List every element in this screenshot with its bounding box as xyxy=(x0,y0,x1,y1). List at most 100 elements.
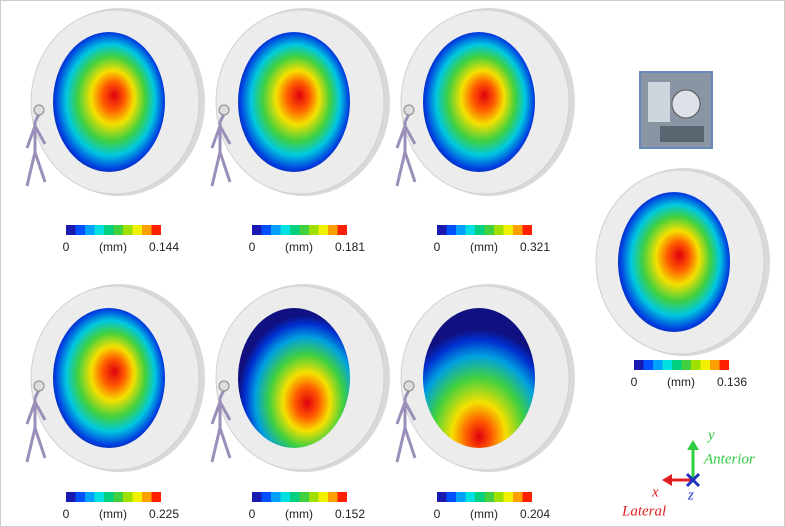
colorbar-segment xyxy=(337,225,347,235)
colorbar-segment xyxy=(484,225,494,235)
colorbar-segment xyxy=(151,492,161,502)
contour xyxy=(423,32,535,172)
colorbar-segment xyxy=(475,225,485,235)
colorbar-segment xyxy=(94,225,104,235)
skeleton-head xyxy=(33,380,45,392)
colorbar-segment xyxy=(318,225,328,235)
colorbar-segment xyxy=(123,225,133,235)
contour xyxy=(53,32,165,172)
colorbar-min: 0 xyxy=(631,375,638,389)
colorbar-segment xyxy=(465,225,475,235)
colorbar-segment xyxy=(85,225,95,235)
colorbar-segment xyxy=(75,225,85,235)
colorbar-segment xyxy=(672,360,682,370)
colorbar-segment xyxy=(653,360,663,370)
panel: 0 (mm) 0.321 xyxy=(395,8,575,254)
colorbar-min: 0 xyxy=(434,507,441,521)
colorbar-segment xyxy=(261,225,271,235)
colorbar-segment xyxy=(503,225,513,235)
colorbar-segment xyxy=(104,492,114,502)
colorbar-segment xyxy=(299,492,309,502)
colorbar-max: 0.152 xyxy=(335,507,365,521)
colorbar-segment xyxy=(337,492,347,502)
panel: 0 (mm) 0.225 xyxy=(25,284,205,521)
panel: 0 (mm) 0.181 xyxy=(210,8,390,254)
skeleton-head xyxy=(403,380,415,392)
colorbar-unit: (mm) xyxy=(470,507,498,521)
colorbar-segment xyxy=(634,360,644,370)
colorbar-min: 0 xyxy=(249,507,256,521)
x-axis-label: Lateral xyxy=(621,503,666,519)
colorbar-unit: (mm) xyxy=(99,240,127,254)
colorbar-segment xyxy=(142,225,152,235)
colorbar-segment xyxy=(299,225,309,235)
colorbar-segment xyxy=(142,492,152,502)
y-axis: y xyxy=(706,427,715,443)
contour xyxy=(423,308,535,448)
colorbar-max: 0.136 xyxy=(717,375,747,389)
colorbar-segment xyxy=(662,360,672,370)
skeleton xyxy=(210,389,232,463)
skeleton xyxy=(210,113,232,187)
colorbar-segment xyxy=(280,492,290,502)
colorbar-segment xyxy=(456,225,466,235)
colorbar-max: 0.144 xyxy=(149,240,179,254)
colorbar-segment xyxy=(290,492,300,502)
colorbar-segment xyxy=(437,492,447,502)
colorbar-segment xyxy=(494,492,504,502)
colorbar-segment xyxy=(522,492,532,502)
colorbar-segment xyxy=(271,225,281,235)
contour xyxy=(238,32,350,172)
x-axis: x xyxy=(651,484,659,500)
colorbar-min: 0 xyxy=(434,240,441,254)
colorbar-segment xyxy=(328,225,338,235)
colorbar-segment xyxy=(446,225,456,235)
skeleton-head xyxy=(403,104,415,116)
contour xyxy=(53,308,165,448)
colorbar-segment xyxy=(484,492,494,502)
skeleton xyxy=(25,389,47,463)
colorbar-max: 0.181 xyxy=(335,240,365,254)
contour xyxy=(618,192,730,332)
contour xyxy=(238,308,350,448)
colorbar-max: 0.321 xyxy=(520,240,550,254)
colorbar-segment xyxy=(700,360,710,370)
colorbar-max: 0.225 xyxy=(149,507,179,521)
panel: 0 (mm) 0.204 xyxy=(395,284,575,521)
skeleton xyxy=(395,113,417,187)
colorbar-segment xyxy=(123,492,133,502)
colorbar-segment xyxy=(465,492,475,502)
colorbar-unit: (mm) xyxy=(667,375,695,389)
colorbar-segment xyxy=(691,360,701,370)
skeleton-head xyxy=(218,380,230,392)
colorbar-segment xyxy=(513,225,523,235)
colorbar-segment xyxy=(309,225,319,235)
photo xyxy=(639,71,713,149)
colorbar-segment xyxy=(104,225,114,235)
colorbar-unit: (mm) xyxy=(470,240,498,254)
y-axis-label: Anterior xyxy=(703,451,755,467)
colorbar-min: 0 xyxy=(63,240,70,254)
z-axis: z xyxy=(687,487,694,503)
colorbar-segment xyxy=(132,492,142,502)
skeleton xyxy=(25,113,47,187)
colorbar-segment xyxy=(503,492,513,502)
colorbar-segment xyxy=(328,492,338,502)
colorbar-segment xyxy=(66,225,76,235)
colorbar-segment xyxy=(113,225,123,235)
panel: 0 (mm) 0.136 xyxy=(595,168,770,389)
colorbar-unit: (mm) xyxy=(285,240,313,254)
colorbar-segment xyxy=(252,492,262,502)
colorbar-unit: (mm) xyxy=(285,507,313,521)
colorbar-segment xyxy=(85,492,95,502)
colorbar-segment xyxy=(513,492,523,502)
colorbar-segment xyxy=(252,225,262,235)
colorbar-unit: (mm) xyxy=(99,507,127,521)
colorbar-segment xyxy=(94,492,104,502)
colorbar-max: 0.204 xyxy=(520,507,550,521)
colorbar-segment xyxy=(643,360,653,370)
skeleton-head xyxy=(218,104,230,116)
colorbar-min: 0 xyxy=(249,240,256,254)
colorbar-segment xyxy=(522,225,532,235)
